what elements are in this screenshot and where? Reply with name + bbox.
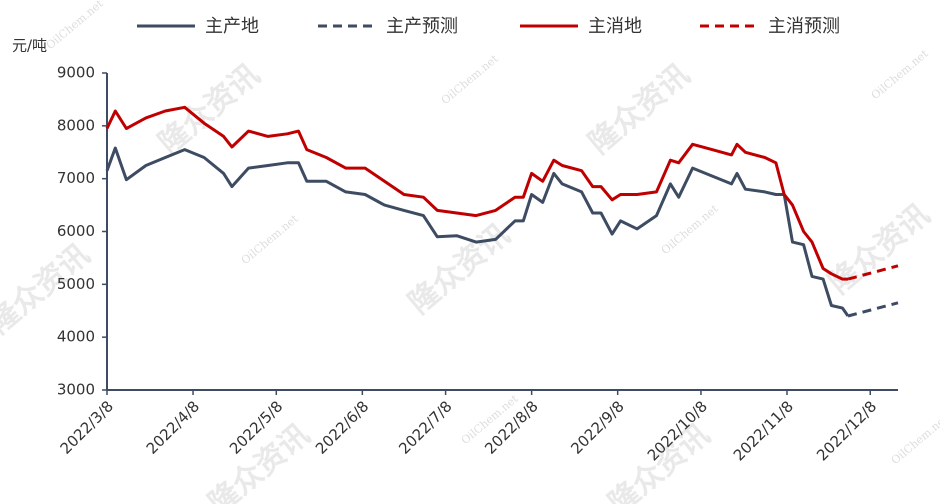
y-tick-label: 6000 [57, 222, 95, 240]
x-tick-label: 2022/11/8 [730, 397, 797, 464]
y-tick-label: 8000 [57, 116, 95, 134]
x-tick-label: 2022/6/8 [312, 397, 372, 457]
line [847, 264, 899, 281]
y-axis-label: 元/吨 [12, 37, 47, 55]
legend-label: 主产预测 [386, 16, 458, 37]
watermark-site: OilChem.net [889, 412, 940, 467]
x-tick-label: 2022/7/8 [395, 397, 455, 457]
watermark-site: OilChem.net [439, 52, 501, 107]
y-tick-label: 4000 [57, 328, 95, 346]
x-tick-label: 2022/3/8 [57, 397, 117, 457]
y-tick-label: 5000 [57, 275, 95, 293]
watermark: 隆众资讯 [582, 57, 696, 161]
y-tick-label: 9000 [57, 64, 95, 82]
watermark-site: OilChem.net [44, 0, 106, 52]
legend-label: 主消预测 [768, 16, 840, 37]
y-tick-label: 3000 [57, 381, 95, 399]
legend-label: 主消地 [588, 16, 642, 37]
x-tick-label: 2022/12/8 [813, 397, 880, 464]
legend-label: 主产地 [205, 16, 259, 37]
x-tick-label: 2022/9/8 [567, 397, 627, 457]
watermark-site: OilChem.net [659, 202, 721, 257]
x-tick-label: 2022/4/8 [143, 397, 203, 457]
line [105, 146, 850, 317]
line [847, 301, 899, 318]
watermark-site: OilChem.net [239, 212, 301, 267]
y-tick-label: 7000 [57, 169, 95, 187]
watermark-site: OilChem.net [869, 47, 931, 102]
line [105, 105, 848, 281]
watermark: 隆众资讯 [402, 217, 516, 321]
watermark: 隆众资讯 [822, 197, 936, 301]
